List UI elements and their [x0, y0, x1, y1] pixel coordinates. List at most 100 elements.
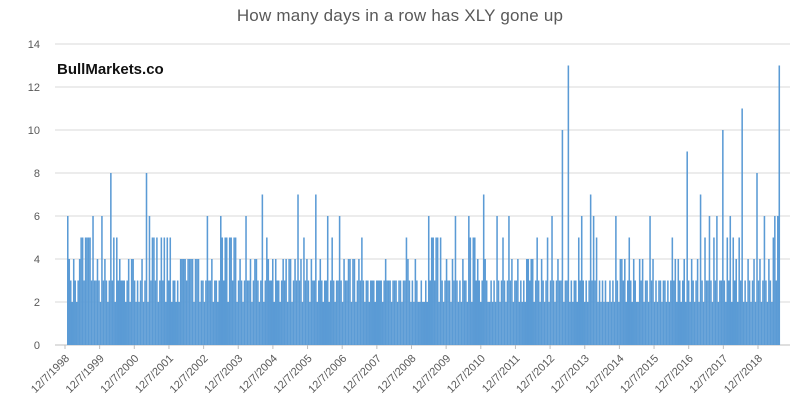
- bar: [89, 237, 91, 345]
- bar: [312, 280, 314, 345]
- bar: [454, 216, 457, 345]
- bar: [166, 237, 169, 345]
- bar: [528, 280, 531, 345]
- bar: [395, 280, 397, 345]
- bar: [673, 280, 675, 345]
- bar: [408, 280, 411, 345]
- bar: [102, 280, 105, 345]
- bar: [542, 280, 544, 345]
- bar: [243, 280, 246, 345]
- bar: [373, 280, 375, 345]
- bar: [453, 280, 455, 345]
- bar: [765, 280, 767, 345]
- bar: [83, 280, 85, 345]
- bar: [104, 259, 106, 345]
- bar: [545, 280, 547, 345]
- bar: [157, 302, 160, 345]
- bar: [557, 259, 559, 345]
- bar: [381, 302, 384, 345]
- bar: [435, 237, 437, 345]
- bar: [748, 280, 751, 345]
- bar: [576, 302, 579, 345]
- bar: [251, 302, 253, 345]
- bar: [231, 280, 234, 345]
- bar: [74, 280, 76, 345]
- bar: [267, 259, 270, 345]
- bar: [156, 237, 158, 345]
- bar: [264, 280, 267, 345]
- bar: [75, 302, 78, 345]
- y-tick-label: 6: [34, 211, 40, 223]
- bar: [659, 280, 662, 345]
- bar: [775, 280, 778, 345]
- bar: [708, 216, 711, 345]
- bar: [172, 280, 175, 345]
- bar: [401, 302, 403, 345]
- bar: [563, 302, 565, 345]
- bar: [591, 280, 593, 345]
- bar: [555, 280, 558, 345]
- bar: [610, 302, 613, 345]
- bar: [670, 280, 672, 345]
- bar: [411, 280, 414, 345]
- bar: [276, 280, 278, 345]
- bar: [111, 280, 114, 345]
- bar: [196, 259, 198, 345]
- bar: [212, 302, 215, 345]
- bar: [378, 280, 381, 345]
- bar: [430, 237, 433, 345]
- bar: [263, 302, 265, 345]
- bar: [228, 237, 231, 345]
- bar: [184, 259, 186, 345]
- bar: [466, 302, 469, 345]
- bar: [520, 280, 522, 345]
- bar: [365, 280, 368, 345]
- bar: [295, 280, 298, 345]
- bar: [551, 216, 553, 345]
- bar: [760, 302, 763, 345]
- bar: [552, 280, 555, 345]
- bar: [482, 194, 485, 345]
- bar: [389, 280, 391, 345]
- bar: [597, 302, 599, 345]
- bar: [725, 302, 727, 345]
- bar: [154, 280, 157, 345]
- bar: [754, 302, 757, 345]
- bar: [68, 259, 71, 345]
- bar: [457, 302, 460, 345]
- bar: [564, 280, 567, 345]
- bar: [413, 302, 415, 345]
- bar: [393, 280, 396, 345]
- bar: [459, 280, 461, 345]
- bar: [469, 237, 472, 345]
- bar: [182, 259, 185, 345]
- bar: [539, 302, 541, 345]
- bar: [194, 259, 197, 345]
- bar: [468, 216, 470, 345]
- bar: [753, 259, 755, 345]
- bar: [774, 216, 776, 345]
- bar: [162, 280, 164, 345]
- bar: [227, 302, 229, 345]
- bar: [423, 302, 426, 345]
- bar: [124, 302, 127, 345]
- bar: [618, 302, 620, 345]
- bar: [300, 259, 302, 345]
- bar: [569, 302, 571, 345]
- bar: [739, 280, 742, 345]
- bar: [641, 259, 644, 345]
- bar: [222, 280, 225, 345]
- bar: [580, 216, 583, 345]
- bar: [269, 280, 271, 345]
- bar: [484, 259, 486, 345]
- bar: [92, 216, 94, 345]
- bar: [114, 302, 117, 345]
- bar: [766, 302, 769, 345]
- bar: [668, 302, 671, 345]
- bar: [98, 280, 100, 345]
- bar: [612, 280, 614, 345]
- bar: [236, 302, 238, 345]
- bar: [736, 302, 739, 345]
- bar: [693, 302, 696, 345]
